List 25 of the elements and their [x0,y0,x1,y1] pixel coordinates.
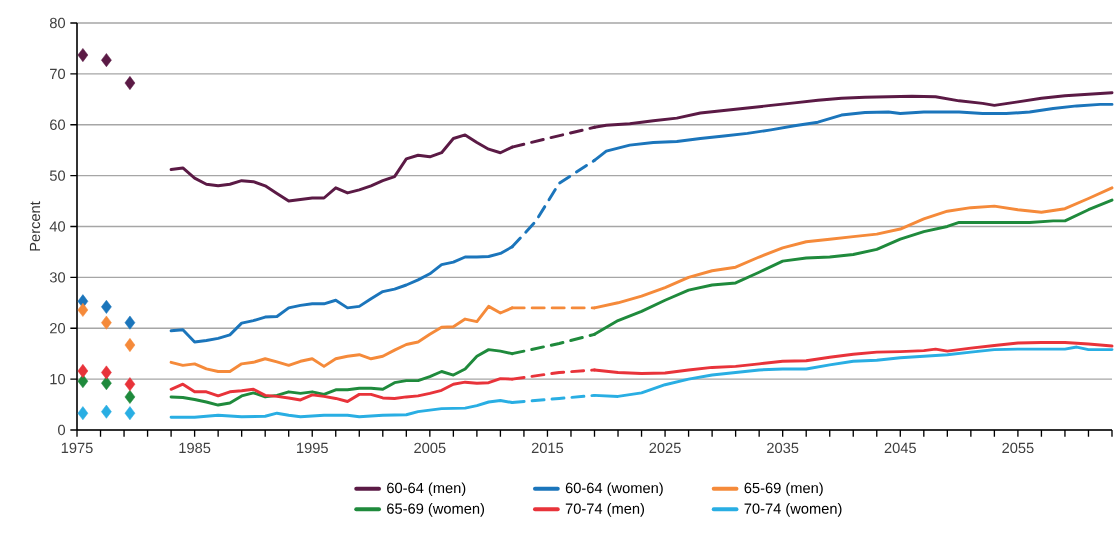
legend-label: 65-69 (men) [744,482,823,497]
legend-label: 70-74 (men) [565,503,645,517]
x-tick-label: 2045 [884,442,916,454]
y-tick-label: 40 [49,221,66,232]
legend-label: 60-64 (men) [387,482,466,497]
x-tick-label: 2055 [1002,442,1034,454]
y-tick-label: 20 [50,323,66,334]
y-tick-label: 80 [49,17,66,29]
y-tick-label: 0 [58,424,66,436]
x-tick-label: 2015 [531,442,564,454]
legend-label: 65-69 (women) [387,503,485,517]
x-tick-label: 1995 [297,442,328,454]
x-tick-label: 2025 [649,442,681,454]
y-tick-label: 10 [50,373,66,385]
x-tick-label: 2005 [414,442,446,454]
legend-label: 60-64 (women) [565,482,663,497]
x-tick-label: 2035 [767,442,799,454]
y-tick-label: 60 [50,119,66,130]
y-tick-label: 30 [49,272,66,283]
y-tick-label: 50 [49,170,66,181]
y-tick-label: 70 [50,68,66,80]
x-tick-label: 1985 [179,442,211,454]
y-axis-title: Percent [29,201,41,251]
legend-label: 70-74 (women) [744,503,842,517]
x-tick-label: 1975 [61,442,93,454]
